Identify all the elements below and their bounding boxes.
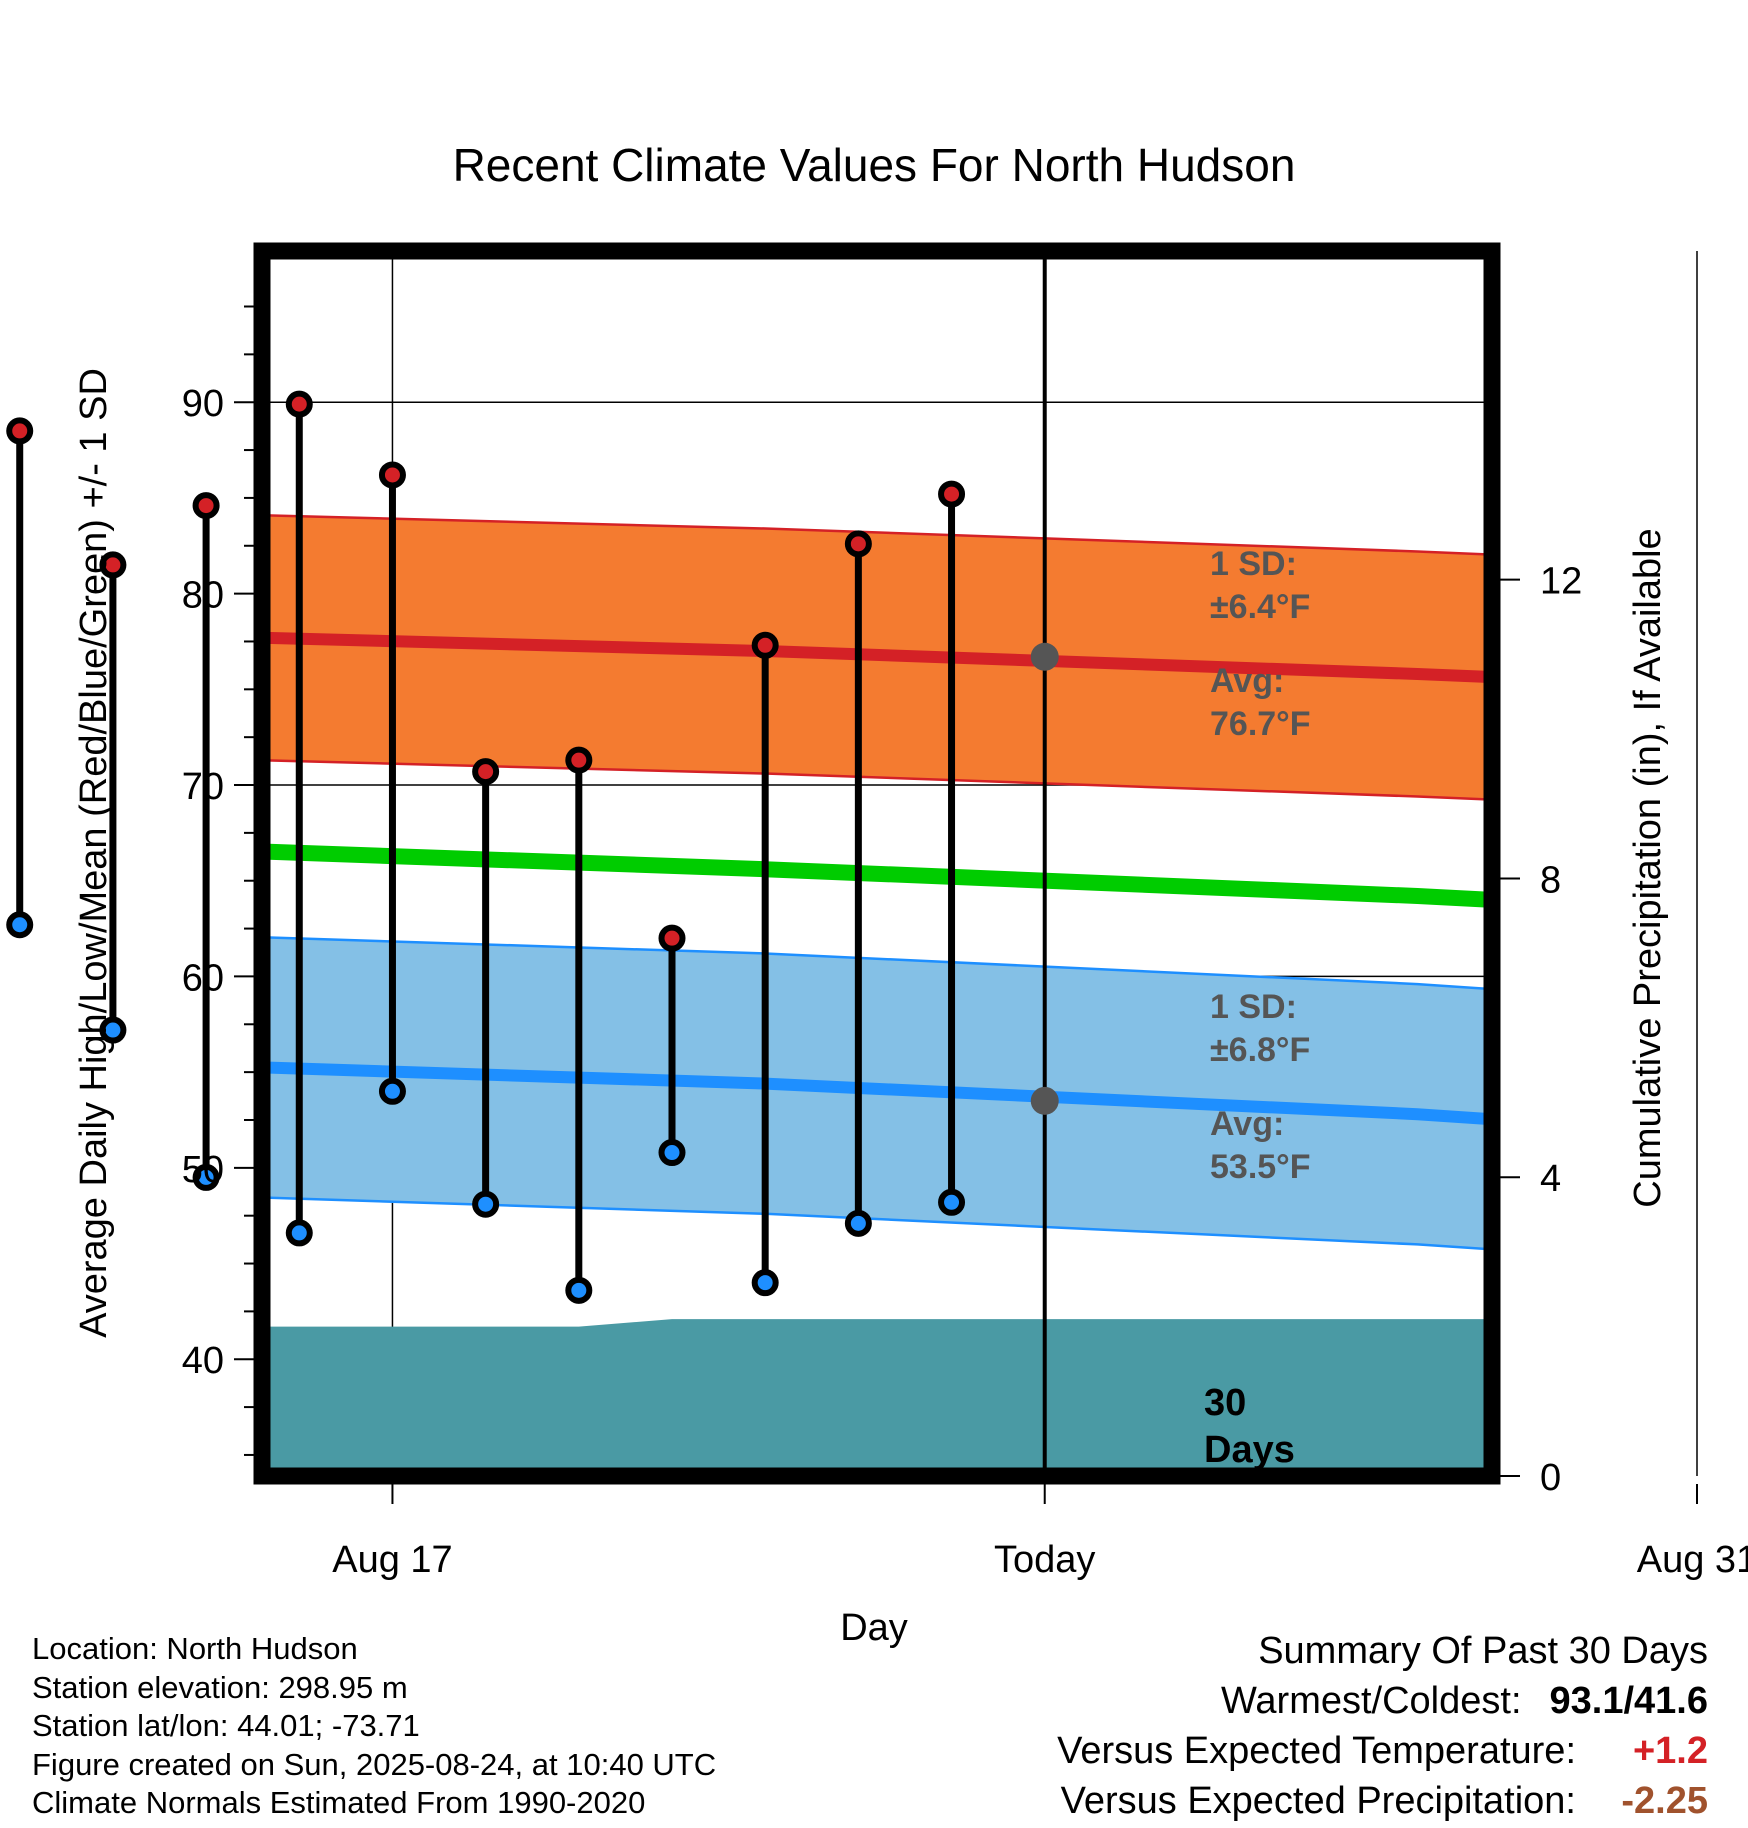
temp-label: Versus Expected Temperature: [1057,1730,1576,1772]
summary-panel: Summary Of Past 30 Days Warmest/Coldest:… [1057,1626,1708,1826]
y-left-tick-label-4: 80 [182,575,224,617]
days-count-label: 30 [1204,1382,1246,1424]
daily-low-point-aug-22 [844,1209,872,1237]
warm-cold-label: Warmest/Coldest: [1220,1680,1522,1722]
low-sd-lower-edge [262,1196,1492,1251]
normal-mean-line [262,843,1492,908]
temp-row: Versus Expected Temperature: +1.2 [1057,1726,1708,1776]
daily-low-point-aug-19 [565,1276,593,1304]
y-left-tick-label-5: 90 [182,383,224,425]
daily-high-point-aug-22 [844,530,872,558]
y-right-tick-label-1: 4 [1540,1158,1561,1200]
daily-low-point-aug-21 [751,1269,779,1297]
daily-high-point-aug-21 [751,631,779,659]
chart-title: Recent Climate Values For North Hudson [453,139,1296,191]
precip-value: -2.25 [1621,1780,1708,1822]
x-axis-label: Day [840,1607,908,1649]
today-avg-low-marker [1030,1086,1059,1115]
daily-low-point-aug-13 [6,911,34,939]
today-avg-high-marker [1030,642,1059,671]
y-left-tick-label-1: 50 [182,1149,224,1191]
high-avg-label: Avg: [1210,662,1284,700]
y-axis-left: 40 50 60 70 80 90 [182,305,254,1456]
high-sd-label: 1 SD: [1210,545,1297,583]
daily-ranges [16,404,956,1291]
high-sd-lower-edge [262,758,1492,801]
y-axis-left-label: Average Daily High/Low/Mean (Red/Blue/Gr… [73,368,115,1338]
today-average-markers [1030,642,1059,1115]
y-left-tick-label-2: 60 [182,957,224,999]
x-tick-label-5: Aug 31 [1637,1539,1748,1581]
daily-low-point-aug-16 [285,1219,313,1247]
daily-high-point-aug-17 [378,461,406,489]
high-sd-upper-edge [262,513,1492,556]
precip-row: Versus Expected Precipitation: -2.25 [1057,1776,1708,1826]
daily-low-point-aug-18 [472,1190,500,1218]
y-left-tick-label-0: 40 [182,1340,224,1382]
cumulative-precip-area [262,1319,1492,1476]
normal-bands [262,513,1492,1251]
normals-text: Climate Normals Estimated From 1990-2020 [32,1785,646,1820]
plot-frame [253,242,1501,1485]
normal-high-line [262,631,1492,684]
y-left-tick-label-3: 70 [182,766,224,808]
daily-high-point-aug-13 [6,417,34,445]
daily-high-point-aug-16 [285,390,313,418]
location-text: Location: North Hudson [32,1631,358,1666]
station-info: Location: North Hudson Station elevation… [32,1630,716,1823]
low-avg-label: Avg: [1210,1105,1284,1143]
precipitation-area [262,1319,1492,1476]
x-tick-label-3: Aug 17 [332,1539,452,1581]
warm-cold-value: 93.1/41.6 [1549,1680,1708,1722]
daily-high-point-aug-18 [472,758,500,786]
days-word-label: Days [1204,1429,1295,1471]
latlon-text: Station lat/lon: 44.01; -73.71 [32,1708,420,1743]
warm-cold-row: Warmest/Coldest: 93.1/41.6 [1057,1676,1708,1726]
x-tick-label-4: Today [994,1539,1095,1581]
daily-low-point-aug-20 [658,1139,686,1167]
daily-low-point-aug-15 [192,1163,220,1191]
y-right-tick-label-0: 0 [1540,1457,1561,1499]
daily-high-point-aug-20 [658,924,686,952]
y-right-tick-label-3: 12 [1540,561,1582,603]
high-sd-value: ±6.4°F [1210,588,1310,626]
summary-heading: Summary Of Past 30 Days [1258,1630,1708,1672]
daily-low-point-aug-23 [938,1188,966,1216]
daily-high-point-aug-19 [565,746,593,774]
high-avg-value: 76.7°F [1210,705,1311,743]
daily-low-point-aug-14 [99,1016,127,1044]
low-sd-label: 1 SD: [1210,988,1297,1026]
temp-value: +1.2 [1632,1730,1708,1772]
plot-border [253,242,1501,1485]
daily-high-point-aug-23 [938,480,966,508]
elevation-text: Station elevation: 298.95 m [32,1669,408,1705]
normal-low-line [262,1061,1492,1126]
precip-label: Versus Expected Precipitation: [1060,1780,1576,1822]
y-axis-right: 0 4 8 12 [1500,561,1582,1499]
y-right-tick-label-2: 8 [1540,859,1561,901]
daily-high-point-aug-15 [192,492,220,520]
low-sd-value: ±6.8°F [1210,1031,1310,1069]
daily-points [6,390,966,1304]
daily-low-point-aug-17 [378,1077,406,1105]
low-avg-value: 53.5°F [1210,1148,1311,1186]
created-text: Figure created on Sun, 2025-08-24, at 10… [32,1746,717,1782]
low-sd-upper-edge [262,935,1492,991]
daily-high-point-aug-14 [99,551,127,579]
y-axis-right-label: Cumulative Precipitation (in), If Availa… [1627,528,1669,1207]
